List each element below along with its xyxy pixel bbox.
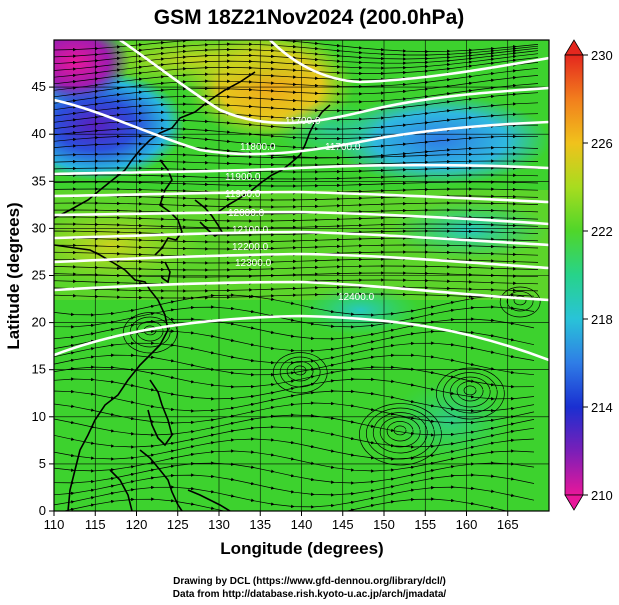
contour-label: 12300.0 — [235, 258, 272, 269]
colorbar-tick-label: 210 — [591, 488, 613, 503]
y-tick-label: 45 — [32, 79, 46, 94]
contour-label: 12200.0 — [232, 242, 269, 253]
x-tick-label: 125 — [167, 517, 189, 532]
streamline — [506, 291, 534, 312]
y-axis: 0 5 10 15 20 25 30 35 40 45 — [32, 79, 54, 518]
plot-area: 11800.0 11700.0 11700.0 11900.0 11900.0 … — [54, 40, 549, 511]
streamline — [379, 416, 421, 448]
map-title: GSM 18Z21Nov2024 (200.0hPa) — [154, 6, 465, 29]
streamline — [54, 285, 539, 293]
streamline — [54, 180, 539, 188]
contour-label: 12100.0 — [232, 225, 269, 236]
x-tick-label: 160 — [456, 517, 478, 532]
streamline — [279, 356, 321, 388]
contour-label: 11700.0 — [285, 116, 321, 127]
streamline — [456, 381, 484, 402]
streamline — [499, 286, 541, 318]
streamline — [54, 166, 539, 174]
contour-label: 12000.0 — [228, 208, 265, 219]
streamline — [54, 264, 539, 272]
colorbar-tick-label: 218 — [591, 312, 613, 327]
height-contours — [54, 40, 549, 362]
x-tick-label: 135 — [249, 517, 271, 532]
lat-lon-grid — [54, 40, 549, 511]
y-tick-label: 20 — [32, 315, 46, 330]
streamline — [372, 412, 428, 454]
streamline — [286, 361, 314, 382]
credit-data: Data from http://database.rish.kyoto-u.a… — [172, 589, 447, 600]
streamline — [54, 159, 539, 167]
streamline — [54, 257, 539, 265]
streamline — [435, 367, 505, 420]
x-tick-label: 155 — [414, 517, 436, 532]
contour-label: 11700.0 — [325, 142, 361, 153]
streamline — [293, 365, 307, 376]
x-axis: 110 115 120 125 130 135 140 145 150 155 160 165 — [44, 511, 519, 532]
y-tick-label: 35 — [32, 173, 46, 188]
colorbar-tick-label: 230 — [591, 48, 613, 63]
y-axis-label: Latitude (degrees) — [4, 202, 23, 349]
y-tick-label: 30 — [32, 220, 46, 235]
x-tick-label: 110 — [44, 517, 65, 532]
colorbar-tick-label: 226 — [591, 136, 613, 151]
contour-label: 11900.0 — [225, 172, 261, 183]
x-axis-label: Longitude (degrees) — [220, 539, 383, 558]
x-tick-label: 120 — [126, 517, 148, 532]
x-tick-label: 165 — [497, 517, 519, 532]
streamline — [54, 229, 539, 237]
streamline — [54, 173, 539, 181]
cyan-patch-1 — [390, 200, 549, 260]
x-tick-label: 115 — [85, 517, 106, 532]
streamline — [54, 201, 539, 209]
streamline — [513, 295, 527, 306]
streamline — [54, 152, 539, 160]
y-tick-label: 25 — [32, 268, 46, 283]
x-tick-label: 145 — [332, 517, 354, 532]
y-tick-label: 40 — [32, 126, 46, 141]
streamline — [54, 222, 539, 230]
streamline — [54, 497, 515, 511]
streamline — [386, 421, 414, 442]
streamline — [272, 352, 328, 394]
colorbar-scale — [564, 54, 584, 496]
streamline — [442, 372, 498, 414]
streamline — [463, 385, 477, 396]
streamline — [54, 243, 539, 251]
contour-label: 11800.0 — [240, 142, 276, 153]
yellow-band-west — [54, 205, 200, 285]
colorbar-tick-label: 214 — [591, 400, 613, 415]
streamline — [365, 407, 435, 460]
colorbar-top-arrow — [564, 39, 584, 56]
x-tick-label: 130 — [208, 517, 230, 532]
contour-label: 11900.0 — [225, 189, 261, 200]
credit-drawing: Drawing by DCL (https://www.gfd-dennou.o… — [173, 576, 446, 587]
x-tick-label: 140 — [291, 517, 313, 532]
y-tick-label: 0 — [39, 503, 46, 518]
contour-labels: 11800.0 11700.0 11700.0 11900.0 11900.0 … — [225, 116, 375, 303]
y-tick-label: 5 — [39, 456, 46, 471]
streamline — [449, 376, 491, 408]
y-tick-label: 10 — [32, 409, 46, 424]
streamline — [54, 208, 539, 216]
colorbar-bottom-arrow — [564, 494, 584, 511]
contour-label: 12400.0 — [338, 292, 375, 303]
streamline — [393, 425, 407, 436]
streamline — [359, 403, 442, 466]
colorbar: 210 214 218 222 226 230 — [564, 39, 613, 511]
y-tick-label: 15 — [32, 362, 46, 377]
colorbar-tick-label: 222 — [591, 224, 613, 239]
x-tick-label: 150 — [373, 517, 395, 532]
